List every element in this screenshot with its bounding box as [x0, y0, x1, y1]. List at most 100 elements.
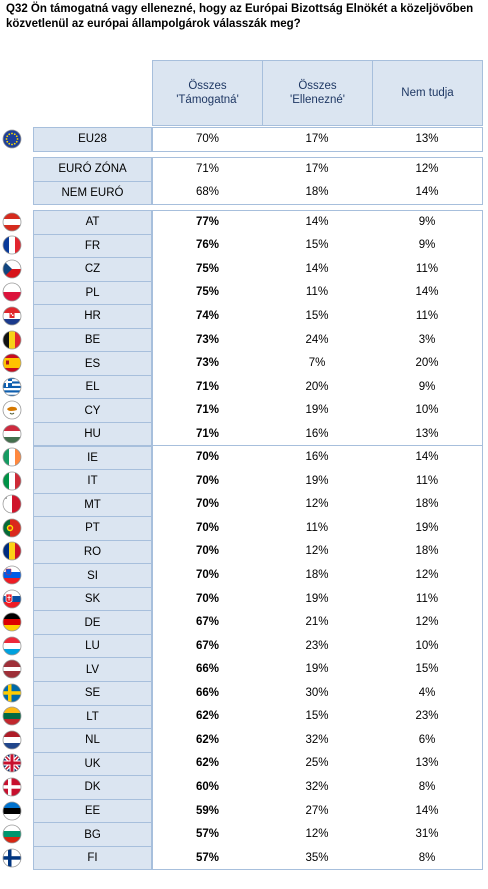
- value-cell: 71%: [152, 421, 263, 447]
- value-cell: 11%: [372, 257, 483, 282]
- value-cell: 14%: [372, 180, 483, 206]
- row-label: BG: [33, 822, 152, 847]
- row-label: LU: [33, 633, 152, 659]
- value-cell: 14%: [372, 280, 483, 306]
- value-cell: 21%: [262, 610, 373, 635]
- value-cell: 11%: [262, 280, 373, 306]
- row-label: DE: [33, 610, 152, 635]
- value-cell: 15%: [262, 233, 373, 259]
- value-cell: 62%: [152, 751, 263, 777]
- value-cell: 3%: [372, 327, 483, 353]
- flag-lu-icon: [2, 636, 22, 656]
- row-label: BE: [33, 327, 152, 353]
- value-cell: 57%: [152, 822, 263, 847]
- row-label: FI: [33, 845, 152, 871]
- row-label: SE: [33, 681, 152, 706]
- value-cell: 14%: [262, 257, 373, 282]
- row-label: HU: [33, 421, 152, 447]
- flag-de-icon: [2, 612, 22, 632]
- value-cell: 24%: [262, 327, 373, 353]
- row-label: MT: [33, 492, 152, 518]
- row-label: SK: [33, 586, 152, 612]
- flag-hu-icon: [2, 424, 22, 444]
- value-cell: 18%: [262, 563, 373, 588]
- value-cell: 19%: [262, 398, 373, 423]
- flag-pt-icon: [2, 518, 22, 538]
- value-cell: 31%: [372, 822, 483, 847]
- flag-uk-icon: [2, 753, 22, 773]
- value-cell: 70%: [152, 516, 263, 541]
- value-cell: 9%: [372, 210, 483, 235]
- value-cell: 35%: [262, 845, 373, 871]
- value-cell: 59%: [152, 798, 263, 824]
- value-cell: 57%: [152, 845, 263, 871]
- row-label: FR: [33, 233, 152, 259]
- value-cell: 10%: [372, 398, 483, 423]
- value-cell: 12%: [372, 157, 483, 182]
- value-cell: 15%: [262, 304, 373, 329]
- value-cell: 17%: [262, 127, 373, 152]
- row-label: EE: [33, 798, 152, 824]
- value-cell: 70%: [152, 586, 263, 612]
- value-cell: 12%: [262, 539, 373, 565]
- row-label: EU28: [33, 127, 152, 152]
- value-cell: 66%: [152, 681, 263, 706]
- value-cell: 11%: [372, 586, 483, 612]
- chart-title: Q32 Ön támogatná vagy ellenezné, hogy az…: [6, 3, 474, 30]
- value-cell: 27%: [262, 798, 373, 824]
- row-label: EL: [33, 374, 152, 400]
- flag-si-icon: [2, 565, 22, 585]
- value-cell: 12%: [262, 822, 373, 847]
- value-cell: 62%: [152, 728, 263, 753]
- flag-at-icon: [2, 212, 22, 232]
- value-cell: 19%: [262, 657, 373, 682]
- value-cell: 75%: [152, 280, 263, 306]
- row-label: AT: [33, 210, 152, 235]
- flag-es-icon: [2, 353, 22, 373]
- value-cell: 18%: [372, 492, 483, 518]
- value-cell: 8%: [372, 775, 483, 800]
- value-cell: 13%: [372, 127, 483, 152]
- flag-eu-icon: [2, 129, 22, 149]
- value-cell: 71%: [152, 374, 263, 400]
- flag-it-icon: [2, 471, 22, 491]
- row-label: RO: [33, 539, 152, 565]
- value-cell: 76%: [152, 233, 263, 259]
- value-cell: 12%: [372, 563, 483, 588]
- flag-el-icon: [2, 377, 22, 397]
- flag-dk-icon: [2, 777, 22, 797]
- value-cell: 7%: [262, 351, 373, 376]
- value-cell: 9%: [372, 374, 483, 400]
- value-cell: 71%: [152, 157, 263, 182]
- value-cell: 18%: [262, 180, 373, 206]
- flag-mt-icon: [2, 494, 22, 514]
- value-cell: 4%: [372, 681, 483, 706]
- row-label: NL: [33, 728, 152, 753]
- value-cell: 67%: [152, 633, 263, 659]
- column-header: Összes 'Támogatná': [152, 60, 263, 126]
- value-cell: 12%: [372, 610, 483, 635]
- value-cell: 68%: [152, 180, 263, 206]
- flag-hr-icon: [2, 306, 22, 326]
- row-label: EURÓ ZÓNA: [33, 157, 152, 182]
- value-cell: 71%: [152, 398, 263, 423]
- value-cell: 11%: [372, 304, 483, 329]
- row-label: CZ: [33, 257, 152, 282]
- value-cell: 73%: [152, 327, 263, 353]
- value-cell: 70%: [152, 492, 263, 518]
- flag-lt-icon: [2, 706, 22, 726]
- value-cell: 67%: [152, 610, 263, 635]
- flag-be-icon: [2, 330, 22, 350]
- value-cell: 75%: [152, 257, 263, 282]
- value-cell: 13%: [372, 421, 483, 447]
- value-cell: 19%: [372, 516, 483, 541]
- flag-ro-icon: [2, 541, 22, 561]
- value-cell: 11%: [262, 516, 373, 541]
- value-cell: 17%: [262, 157, 373, 182]
- flag-pl-icon: [2, 282, 22, 302]
- flag-lv-icon: [2, 659, 22, 679]
- value-cell: 19%: [262, 586, 373, 612]
- value-cell: 70%: [152, 127, 263, 152]
- flag-cy-icon: [2, 400, 22, 420]
